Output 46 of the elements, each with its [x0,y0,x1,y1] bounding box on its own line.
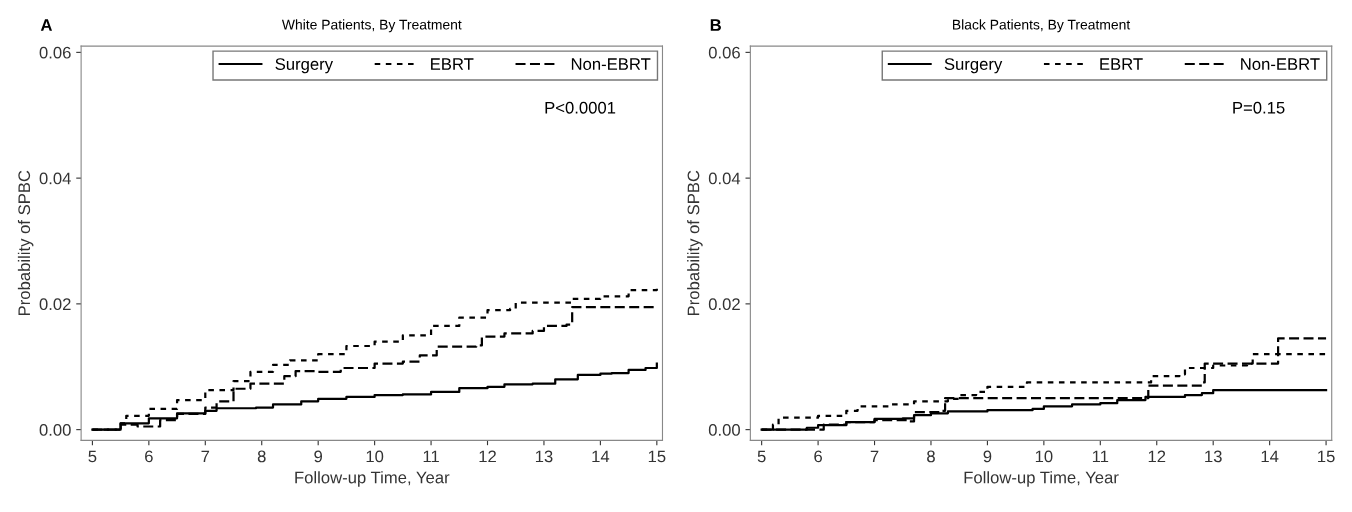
y-tick-label: 0.02 [708,298,740,311]
annotation: P<0.0001 [545,101,616,114]
y-tick-label: 0.00 [39,424,71,436]
x-tick-label: 15 [1318,450,1335,463]
y-tick-label: 0.04 [39,172,71,185]
x-tick-label: 13 [535,450,553,463]
x-tick-label: 7 [870,450,879,463]
x-tick-label: 9 [314,450,323,463]
x-tick-label: 12 [1148,450,1166,463]
x-tick-label: 7 [201,450,210,463]
x-tick-label: 5 [757,450,766,463]
x-tick-label: 10 [1035,450,1053,463]
legend-label: EBRT [431,58,474,70]
chart-title: White Patients, By Treatment [281,19,462,33]
text: B [710,19,721,31]
x-tick-label: 10 [366,450,384,463]
chart-title: Black Patients, By Treatment [953,19,1131,33]
legend-label: Non-EBRT [571,58,651,70]
legend-label: EBRT [1100,58,1143,70]
x-tick-label: 8 [927,450,935,463]
legend-label: Surgery [944,58,1003,74]
text: A [40,19,53,31]
x-tick-label: 13 [1205,450,1222,463]
x-axis-title: Follow-up Time, Year [964,471,1119,487]
y-tick-label: 0.06 [39,46,71,59]
legend-label: Non-EBRT [1241,58,1320,70]
x-tick-label: 15 [648,450,666,463]
x-tick-label: 11 [423,450,439,463]
x-tick-label: 14 [592,450,610,463]
y-tick-label: 0.04 [708,172,741,185]
x-tick-label: 14 [1261,450,1279,463]
y-axis-title: Probability of SPBC [687,170,703,316]
x-axis-title: Follow-up Time, Year [295,471,450,487]
x-tick-label: 6 [814,450,822,463]
annotation: P=0.15 [1233,101,1285,114]
y-tick-label: 0.00 [708,424,740,436]
legend-label: Surgery [275,58,334,74]
x-tick-label: 5 [88,450,97,463]
x-tick-label: 11 [1092,450,1109,463]
y-tick-label: 0.06 [708,46,740,59]
y-axis-title: Probability of SPBC [17,170,34,316]
x-tick-label: 9 [983,450,992,463]
y-tick-label: 0.02 [39,298,71,311]
x-tick-label: 12 [479,450,496,463]
x-tick-label: 6 [145,450,153,463]
x-tick-label: 8 [257,450,266,463]
